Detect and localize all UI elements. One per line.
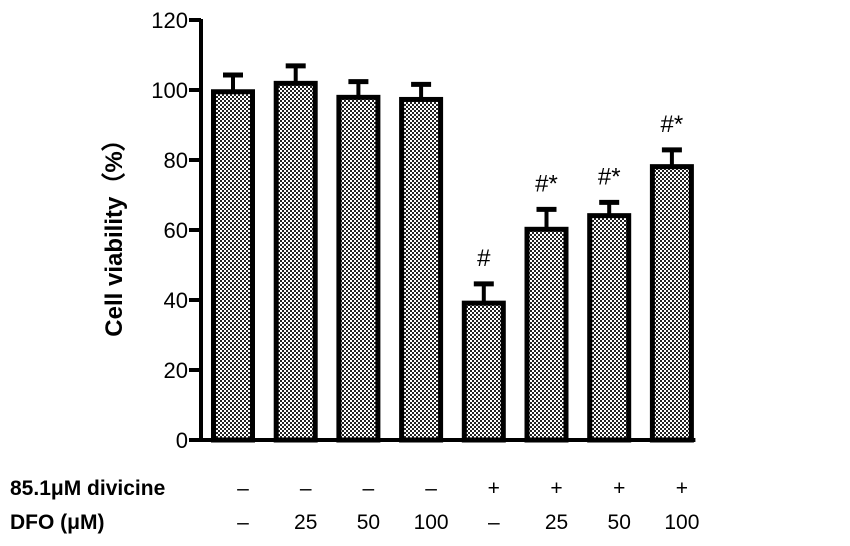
condition-value: 25 <box>294 511 317 534</box>
condition-value: 25 <box>545 511 568 534</box>
bar <box>211 89 255 443</box>
y-tick-label: 20 <box>164 358 188 383</box>
significance-label: #* <box>598 163 621 190</box>
condition-value: + <box>550 477 562 500</box>
condition-value: + <box>676 477 688 500</box>
bar <box>649 164 694 443</box>
condition-value: – <box>300 477 312 500</box>
y-tick-label: 60 <box>164 218 188 243</box>
y-tick-label: 80 <box>164 148 188 173</box>
condition-value: – <box>237 477 249 500</box>
condition-value: 50 <box>608 511 631 534</box>
y-tick-label: 40 <box>164 288 188 313</box>
condition-value: 100 <box>414 511 449 534</box>
bar <box>273 80 318 443</box>
bar <box>524 226 569 443</box>
bar <box>399 96 444 443</box>
bar <box>587 213 632 443</box>
condition-value: 100 <box>664 511 699 534</box>
bar <box>461 300 506 443</box>
condition-value: – <box>488 511 500 534</box>
condition-value: – <box>425 477 437 500</box>
y-axis-label: Cell viability（%） <box>101 127 128 336</box>
y-tick-label: 120 <box>151 8 188 33</box>
condition-value: 50 <box>357 511 380 534</box>
y-tick-label: 100 <box>151 78 188 103</box>
significance-label: #* <box>535 170 558 197</box>
condition-value: – <box>237 511 249 534</box>
significance-label: #* <box>661 111 684 138</box>
condition-value: + <box>488 477 500 500</box>
bar <box>336 94 381 443</box>
condition-value: + <box>613 477 625 500</box>
significance-label: # <box>477 245 491 272</box>
condition-row-label: DFO (μM) <box>10 511 105 534</box>
y-tick-label: 0 <box>176 428 188 453</box>
condition-value: – <box>363 477 375 500</box>
condition-row-label: 85.1μM divicine <box>10 477 165 500</box>
